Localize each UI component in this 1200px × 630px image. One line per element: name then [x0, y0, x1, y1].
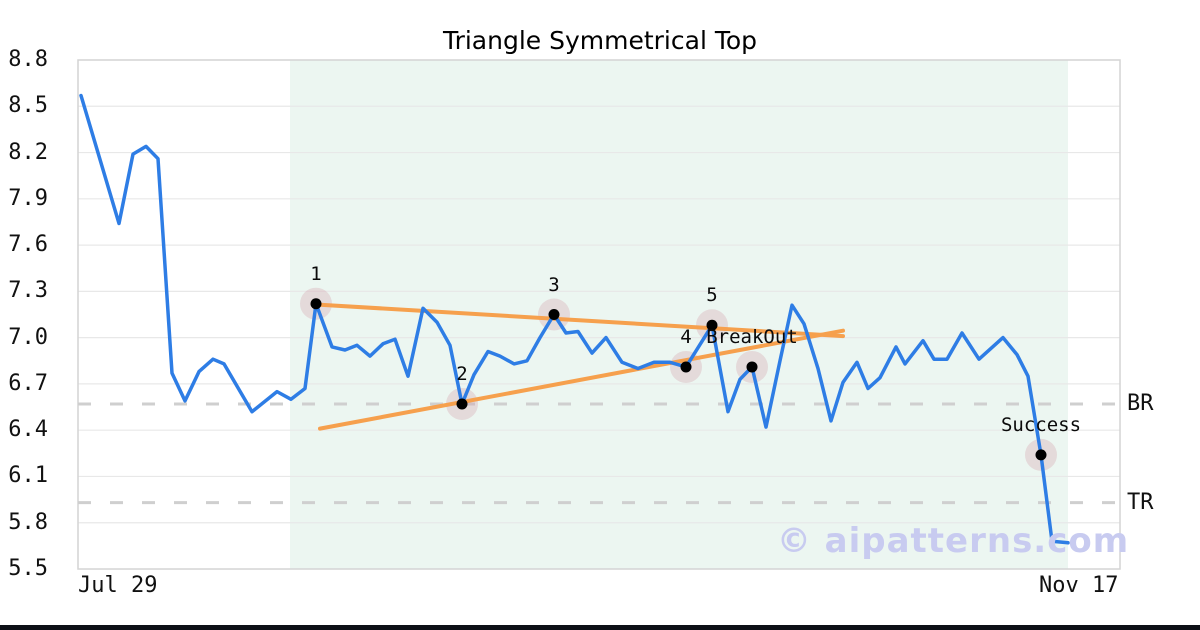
annotation-label-4: 4 [680, 325, 692, 348]
y-tick-label: 7.6 [8, 232, 48, 258]
annotation-label-success: Success [1000, 413, 1082, 436]
annotation-label-3: 3 [548, 273, 560, 296]
target-level-label: TR [1127, 489, 1154, 515]
y-tick-label: 5.8 [8, 509, 48, 535]
plot-border [77, 59, 1121, 570]
footer-accent-bar [0, 625, 1200, 630]
x-tick-label-start: Jul 29 [78, 573, 158, 598]
y-tick-label: 6.4 [8, 417, 48, 443]
breakout-level-label: BR [1127, 390, 1154, 416]
marker-dot [310, 298, 322, 310]
marker-dot [456, 398, 468, 410]
y-tick-label: 8.5 [8, 93, 48, 119]
chart-title: Triangle Symmetrical Top [442, 26, 758, 55]
annotation-label-breakout: BreakOut [706, 325, 798, 348]
watermark-text: © aipatterns.com [776, 521, 1130, 561]
x-tick-label-end: Nov 17 [1039, 573, 1119, 598]
annotation-label-5: 5 [706, 284, 718, 307]
y-tick-label: 8.8 [8, 47, 48, 72]
y-tick-label: 7.9 [8, 185, 48, 211]
y-tick-label: 6.1 [8, 463, 48, 489]
marker-dot [548, 309, 560, 320]
y-tick-label: 7.0 [8, 324, 48, 350]
price-line [79, 93, 1070, 545]
annotation-label-1: 1 [310, 262, 322, 285]
marker-dot [1035, 449, 1047, 461]
marker-dot [746, 361, 758, 373]
y-tick-label: 6.7 [8, 370, 48, 396]
y-tick-label: 7.3 [8, 278, 48, 304]
marker-dot [680, 361, 692, 373]
trendline-lower [318, 328, 845, 431]
trendline-upper [314, 302, 845, 339]
pattern-region [290, 60, 1068, 569]
annotation-label-2: 2 [456, 362, 468, 385]
y-tick-label: 5.5 [8, 556, 48, 581]
marker-dot [706, 319, 718, 331]
y-tick-label: 8.2 [8, 139, 48, 165]
